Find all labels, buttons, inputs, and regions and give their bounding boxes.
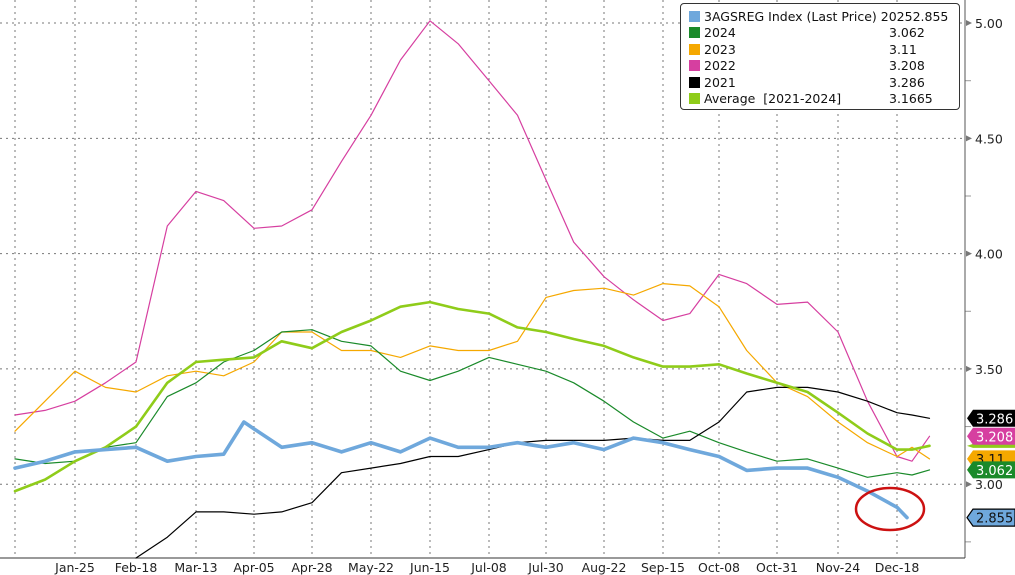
x-tick-label: May-22 (348, 560, 394, 575)
y-tick-mark (966, 481, 972, 488)
x-tick-label: Apr-28 (291, 560, 332, 575)
last-value-tag (967, 427, 1015, 445)
legend-value: 2.855 (912, 8, 949, 24)
y-tick-label: 4.50 (975, 131, 1003, 146)
legend-swatch (689, 10, 700, 22)
legend-label: 2022 (704, 58, 736, 74)
x-tick-label: Apr-05 (233, 560, 274, 575)
legend: 3AGSREG Index (Last Price) 2025 2.855 2024… (680, 3, 960, 110)
series-line-2021 (135, 386, 931, 559)
x-tick-label: Mar-13 (174, 560, 217, 575)
legend-label: 2021 (704, 74, 736, 90)
x-tick-label: Jul-08 (470, 560, 507, 575)
legend-value: 3.11 (889, 41, 917, 57)
legend-item: 2022 3.208 (689, 58, 951, 75)
series-lines (13, 20, 931, 559)
x-tick-label: Jan-25 (54, 560, 95, 575)
legend-value: 3.208 (889, 58, 925, 74)
legend-item: 2023 3.11 (689, 41, 951, 58)
legend-label: 3AGSREG Index (Last Price) 2025 (704, 8, 913, 24)
series-line-2024 (14, 329, 931, 478)
last-value-label: 3.208 (976, 430, 1013, 445)
x-tick-label: Jul-30 (527, 560, 564, 575)
legend-swatch (689, 76, 700, 88)
y-tick-mark (966, 20, 972, 27)
y-tick-label: 3.50 (975, 362, 1003, 377)
series-line-average (13, 300, 931, 493)
x-tick-label: Dec-18 (875, 560, 920, 575)
y-tick-mark (966, 365, 972, 372)
last-value-tag (966, 508, 1015, 527)
last-value-label: 2.855 (976, 512, 1013, 527)
annotation (854, 486, 926, 532)
legend-value: 3.062 (889, 25, 925, 41)
x-tick-label: Nov-24 (816, 560, 861, 575)
y-tick-mark (966, 250, 972, 257)
x-tick-label: Aug-22 (582, 560, 627, 575)
legend-swatch (689, 27, 700, 39)
last-value-tag (967, 461, 1015, 479)
legend-item: 2021 3.286 (689, 74, 951, 91)
legend-item: 3AGSREG Index (Last Price) 2025 2.855 (689, 8, 951, 25)
legend-label: Average [2021-2024] (704, 91, 842, 107)
x-tick-label: Feb-18 (115, 560, 158, 575)
y-tick-label: 3.00 (975, 477, 1003, 492)
x-tick-label: Sep-15 (641, 560, 685, 575)
last-value-tag (967, 443, 1015, 448)
y-tick-label: 5.00 (975, 16, 1003, 31)
series-line-3agsreg (13, 420, 909, 520)
legend-item: Average [2021-2024] 3.1665 (689, 91, 951, 108)
legend-label: 2024 (704, 25, 736, 41)
y-tick-label: 4.00 (975, 247, 1003, 262)
legend-label: 2023 (704, 41, 736, 57)
series-line-2022 (14, 20, 931, 462)
last-value-tag (967, 409, 1015, 427)
x-tick-label: Jun-15 (409, 560, 450, 575)
legend-item: 2024 3.062 (689, 25, 951, 42)
y-tick-mark (966, 135, 972, 142)
last-value-label: 3.286 (976, 412, 1013, 427)
legend-value: 3.1665 (889, 91, 933, 107)
highlight-circle (854, 486, 926, 532)
legend-value: 3.286 (889, 74, 925, 90)
legend-swatch (689, 93, 700, 105)
x-tick-label: Oct-08 (698, 560, 740, 575)
last-value-label: 3.062 (976, 464, 1013, 479)
x-tick-label: Oct-31 (756, 560, 798, 575)
legend-swatch (689, 43, 700, 55)
legend-swatch (689, 60, 700, 72)
